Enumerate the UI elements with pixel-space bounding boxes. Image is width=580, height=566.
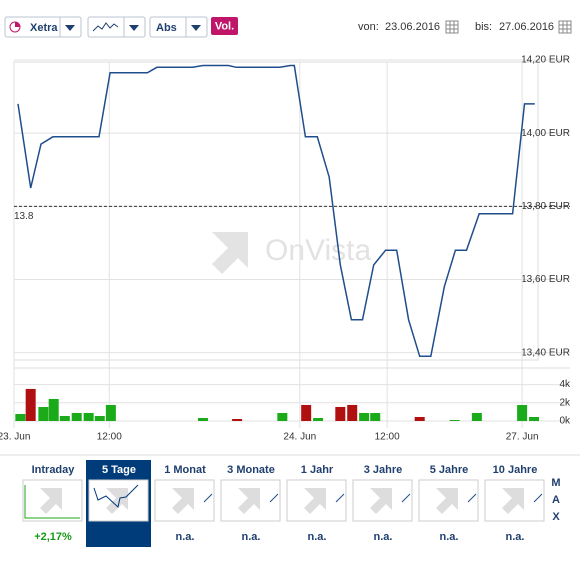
thumbnail-line xyxy=(335,493,345,503)
volume-bar xyxy=(277,412,288,421)
period-tabs: Intraday +2,17% 5 Tage 1 Monat n.a. 3 Monate n… xyxy=(22,460,561,547)
thumbnail-line xyxy=(467,493,477,503)
thumbnail-arrow xyxy=(106,488,128,514)
y-tick-label: 14,20 EUR xyxy=(521,55,570,66)
volume-bar xyxy=(48,398,59,421)
volume-bar xyxy=(359,412,370,421)
period-label: 3 Monate xyxy=(227,464,275,476)
exchange-dropdown[interactable] xyxy=(4,16,82,38)
period-label: 5 Jahre xyxy=(430,464,469,476)
caret xyxy=(129,25,139,31)
from-label: von: xyxy=(358,21,379,33)
y-tick-label: 13,40 EUR xyxy=(521,347,570,358)
volume-bar xyxy=(301,404,312,421)
thumbnail-line xyxy=(93,484,139,508)
icon xyxy=(92,22,119,32)
y-tick-label: 14,00 EUR xyxy=(521,128,570,139)
volume-bar xyxy=(370,412,381,421)
exchange: Xetra xyxy=(30,22,58,34)
scale: Abs xyxy=(156,22,177,34)
thumbnail-line xyxy=(269,493,279,503)
x-tick-label: 24. Jun xyxy=(283,432,316,443)
x-tick-label: 12:00 xyxy=(97,432,122,443)
thumbnail-line xyxy=(203,493,213,503)
period-change: n.a. xyxy=(242,531,261,543)
volume-bar xyxy=(232,418,243,421)
period-label: 3 Jahre xyxy=(364,464,403,476)
y-tick-label: 2k xyxy=(559,397,571,408)
period-label: Intraday xyxy=(32,464,76,476)
calendar-icon[interactable] xyxy=(558,20,572,34)
volume-bar xyxy=(59,415,70,421)
volume-bar xyxy=(471,412,482,421)
period-label: 10 Jahre xyxy=(493,464,538,476)
volume-bar xyxy=(83,412,94,421)
period-label: 5 Tage xyxy=(102,464,136,476)
thumbnail xyxy=(88,479,149,522)
thumbnail-arrow xyxy=(502,488,524,514)
caret xyxy=(191,25,201,31)
volume-bar xyxy=(71,412,82,421)
period-change: n.a. xyxy=(176,531,195,543)
volume-label: Vol. xyxy=(215,20,234,32)
period-change: +2,17% xyxy=(34,531,72,543)
watermark-text: OnVista xyxy=(265,234,371,267)
toolbar: Xetra Abs Vol. von: 23.06.2016 bis: 27.0… xyxy=(4,16,572,38)
x-tick-label: 27. Jun xyxy=(506,432,539,443)
thumbnail-line xyxy=(401,493,411,503)
caret xyxy=(65,25,75,31)
plot-frame xyxy=(13,61,539,361)
period-change: n.a. xyxy=(374,531,393,543)
volume-bar xyxy=(529,416,540,421)
calendar-icon[interactable] xyxy=(445,20,459,34)
volume-bar xyxy=(347,404,358,421)
thumbnail-line xyxy=(533,493,543,503)
thumbnail-arrow xyxy=(40,488,62,514)
thumbnail-arrow xyxy=(238,488,260,514)
watermark: OnVista xyxy=(212,232,371,274)
thumbnail-line xyxy=(24,485,80,519)
thumbnail-arrow xyxy=(370,488,392,514)
volume-bar xyxy=(105,404,116,421)
thumbnail-arrow xyxy=(304,488,326,514)
volume-bar xyxy=(197,417,208,421)
from-date: 23.06.2016 xyxy=(385,21,440,33)
y-tick-label: 4k xyxy=(559,379,571,390)
chart-type-dropdown[interactable] xyxy=(87,16,146,38)
to-label: bis: xyxy=(475,21,492,33)
volume-bar xyxy=(313,417,324,421)
volume-bar xyxy=(414,416,425,421)
period-change: n.a. xyxy=(506,531,525,543)
max-letter[interactable]: A xyxy=(552,494,560,506)
volume-toggle[interactable] xyxy=(211,17,238,35)
to-date: 27.06.2016 xyxy=(499,21,554,33)
volume-bar xyxy=(517,404,528,421)
period-label: 1 Jahr xyxy=(301,464,334,476)
x-tick-label: 23. Jun xyxy=(0,432,30,443)
thumbnail-arrow xyxy=(436,488,458,514)
period-change: n.a. xyxy=(308,531,327,543)
volume-bar xyxy=(449,419,460,421)
volume-bar xyxy=(25,388,36,421)
icon xyxy=(15,22,20,27)
period-change: n.a. xyxy=(440,531,459,543)
volume-bar xyxy=(335,406,346,421)
volume-bar xyxy=(15,413,26,421)
max-letter[interactable]: M xyxy=(551,477,560,489)
thumbnail-arrow xyxy=(172,488,194,514)
scale-dropdown[interactable] xyxy=(149,16,208,38)
volume-bar xyxy=(38,406,49,421)
y-tick-label: 13,60 EUR xyxy=(521,274,570,285)
period-label: 1 Monat xyxy=(164,464,206,476)
reference-label: 13.8 xyxy=(14,211,34,222)
volume-bar xyxy=(94,415,105,421)
price-line xyxy=(17,64,535,358)
x-tick-label: 12:00 xyxy=(375,432,400,443)
max-letter[interactable]: X xyxy=(552,511,560,523)
y-tick-label: 0k xyxy=(559,416,571,427)
